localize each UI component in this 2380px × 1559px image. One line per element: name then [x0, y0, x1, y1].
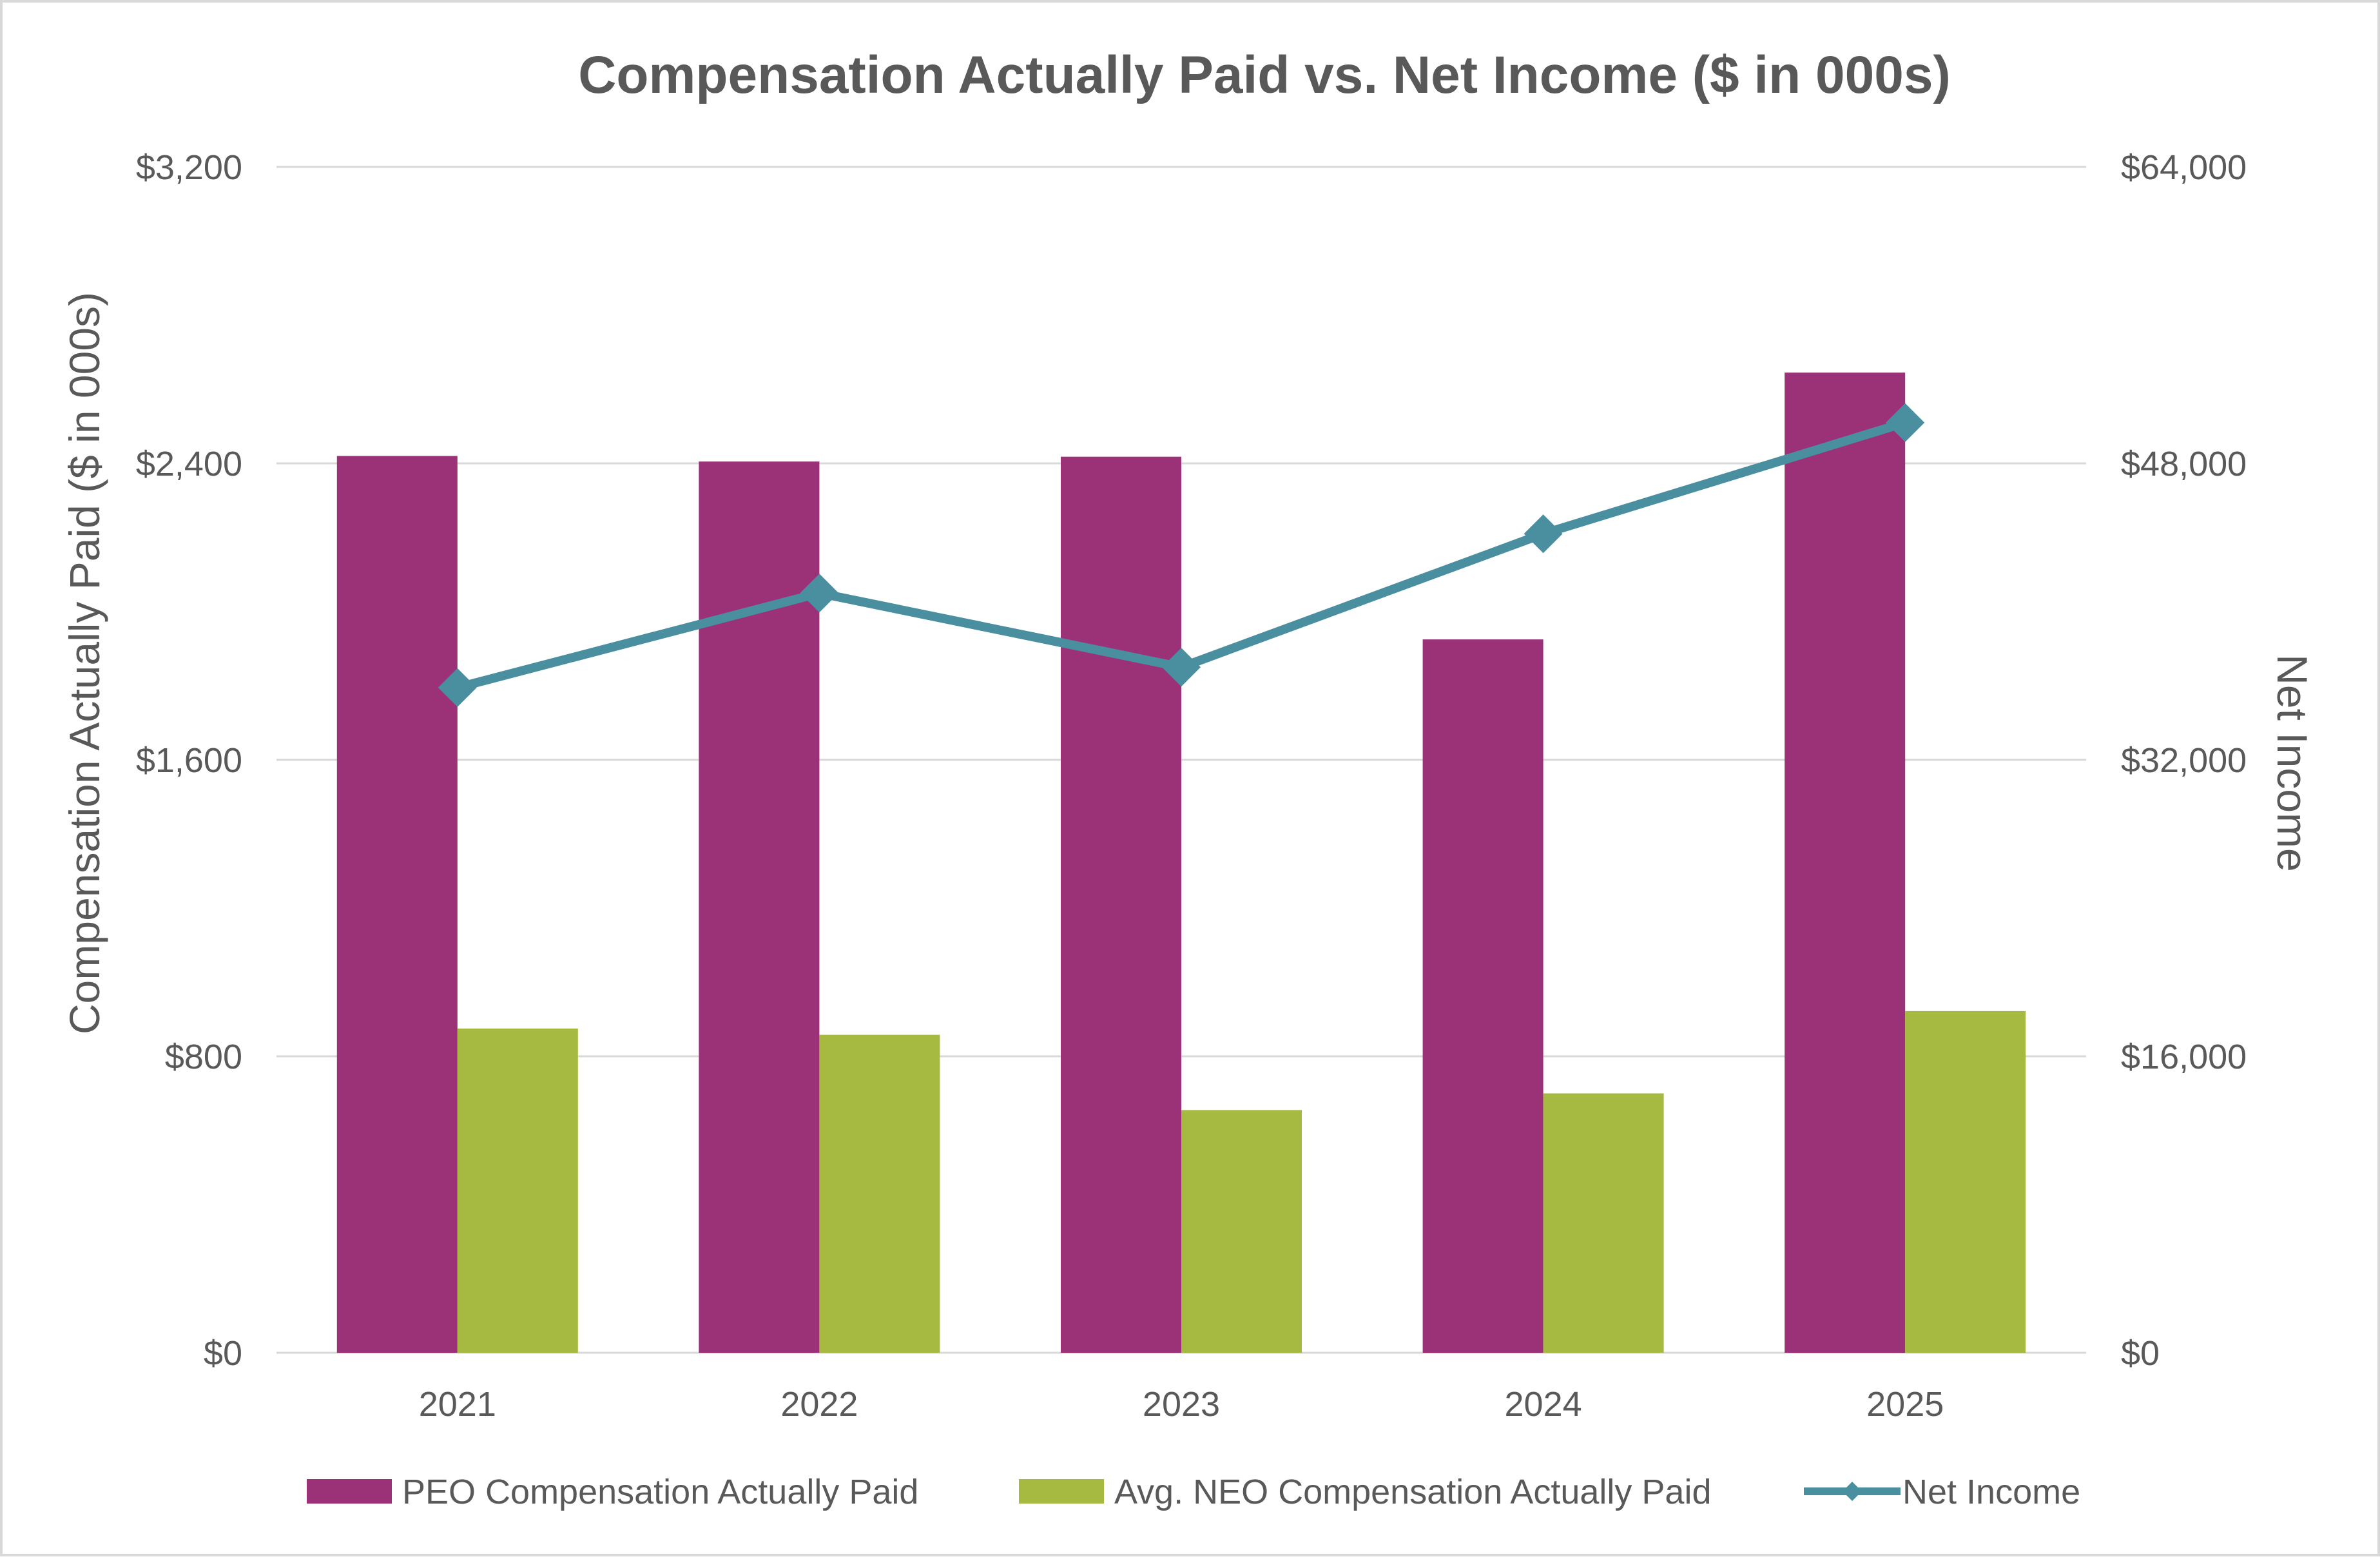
category-labels: 2021 2022 2023 2024 2025 [419, 1385, 1944, 1424]
category-label: 2024 [1505, 1385, 1582, 1424]
category-label: 2025 [1866, 1385, 1944, 1424]
left-tick-label: $3,200 [136, 148, 242, 187]
peo-bar [336, 456, 458, 1353]
left-axis-title: Compensation Actually Paid ($ in 000s) [61, 292, 108, 1034]
peo-bar [1785, 373, 1906, 1353]
legend-label: Net Income [1902, 1473, 2080, 1511]
legend: PEO Compensation Actually Paid Avg. NEO C… [307, 1473, 2080, 1511]
right-tick-label: $32,000 [2121, 741, 2247, 780]
bars [336, 373, 2026, 1353]
legend-item-net-income: Net Income [1804, 1473, 2080, 1511]
neo-bar [1543, 1093, 1664, 1353]
peo-bar [1422, 639, 1543, 1353]
right-axis-title: Net Income [2269, 654, 2316, 871]
right-tick-label: $16,000 [2121, 1038, 2247, 1076]
legend-item-neo: Avg. NEO Compensation Actually Paid [1019, 1473, 1712, 1511]
right-tick-label: $48,000 [2121, 445, 2247, 483]
right-tick-label: $0 [2121, 1334, 2160, 1373]
net-income-marker [438, 668, 477, 707]
left-axis-ticks: $0 $800 $1,600 $2,400 $3,200 [136, 148, 242, 1373]
right-axis-ticks: $0 $16,000 $32,000 $48,000 $64,000 [2121, 148, 2247, 1373]
left-tick-label: $0 [204, 1334, 242, 1373]
neo-bar [457, 1028, 578, 1353]
legend-item-peo: PEO Compensation Actually Paid [307, 1473, 918, 1511]
net-income-marker [1162, 648, 1201, 687]
category-label: 2022 [780, 1385, 858, 1424]
neo-bar [1905, 1011, 2026, 1353]
category-label: 2023 [1143, 1385, 1220, 1424]
legend-label: Avg. NEO Compensation Actually Paid [1114, 1473, 1712, 1511]
right-tick-label: $64,000 [2121, 148, 2247, 187]
chart-title: Compensation Actually Paid vs. Net Incom… [578, 46, 1951, 104]
net-income-marker [800, 574, 839, 613]
net-income-marker [1886, 403, 1925, 442]
net-income-line-layer [438, 403, 1925, 707]
category-label: 2021 [419, 1385, 496, 1424]
legend-swatch [1019, 1479, 1104, 1504]
chart-svg: Compensation Actually Paid vs. Net Incom… [61, 46, 2316, 1511]
left-tick-label: $1,600 [136, 741, 242, 780]
legend-label: PEO Compensation Actually Paid [402, 1473, 918, 1511]
net-income-marker [1524, 514, 1563, 554]
neo-bar [819, 1034, 940, 1353]
neo-bar [1181, 1110, 1302, 1353]
legend-swatch-marker [1843, 1482, 1862, 1501]
left-tick-label: $2,400 [136, 445, 242, 483]
peo-bar [1061, 456, 1181, 1353]
left-tick-label: $800 [165, 1038, 242, 1076]
legend-swatch [307, 1479, 392, 1504]
